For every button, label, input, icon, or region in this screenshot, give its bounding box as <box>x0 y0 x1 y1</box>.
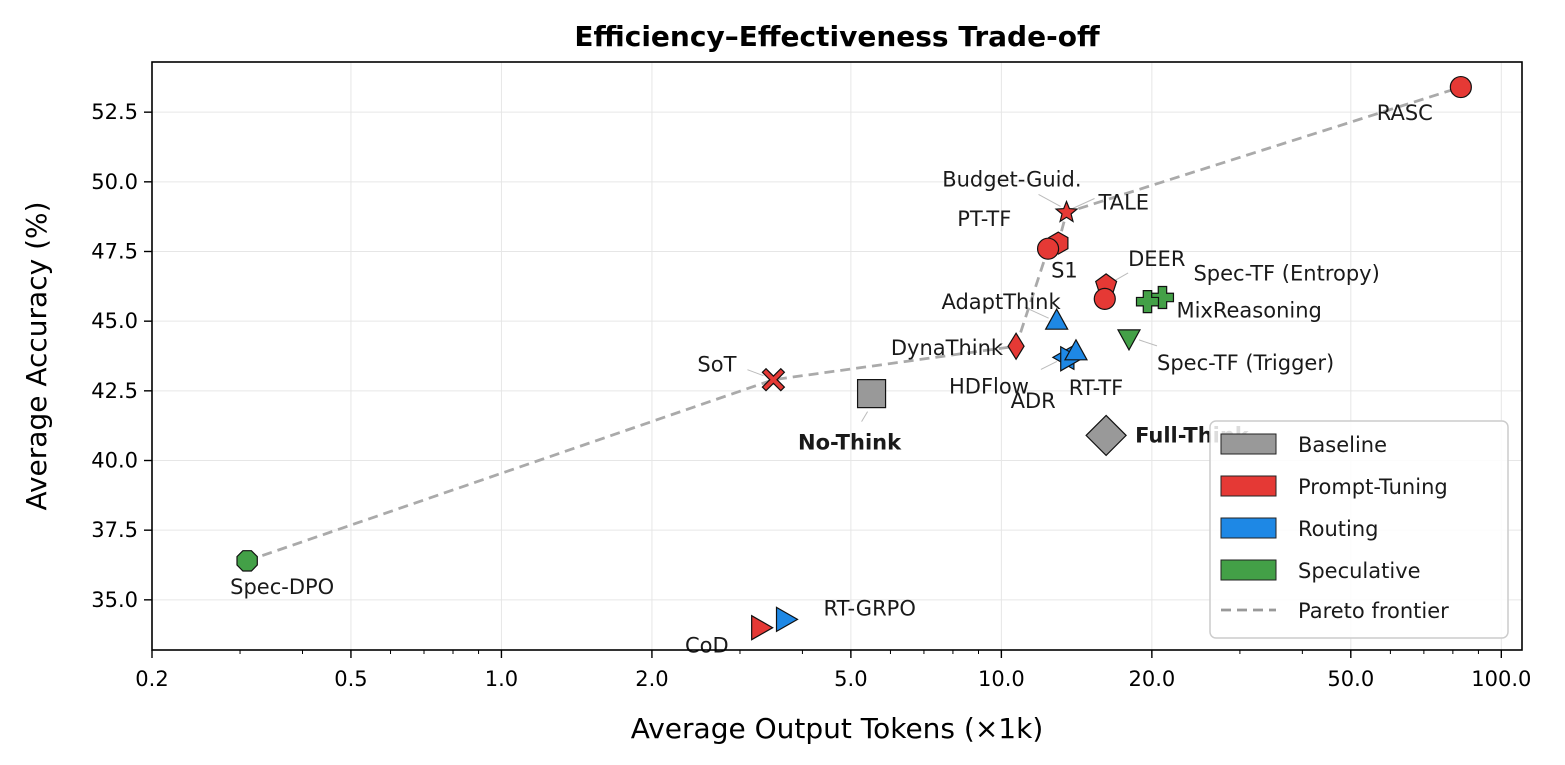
point-label-rasc: RASC <box>1377 101 1433 125</box>
legend-box <box>1209 420 1509 639</box>
point-budget-guid-marker <box>1054 199 1079 223</box>
legend-swatch-baseline <box>1220 433 1277 455</box>
x-tick-label: 0.5 <box>334 667 367 691</box>
point-cod-marker <box>751 614 774 641</box>
leader-line-hdflow <box>1040 360 1058 370</box>
legend-label-routing: Routing <box>1298 517 1379 541</box>
leader-line-adaptthink <box>1024 306 1049 319</box>
point-label-rt-grpo: RT-GRPO <box>824 596 916 620</box>
x-tick-label: 50.0 <box>1327 667 1374 691</box>
point-label-adaptthink: AdaptThink <box>941 290 1061 314</box>
point-label-cod: CoD <box>685 634 729 658</box>
leader-line-no-think <box>861 411 868 422</box>
point-label-pt-tf: PT-TF <box>957 207 1011 231</box>
point-labels: RASC Budget-Guid. TALE PT-TF S1 DEER Spec-TF (… <box>230 101 1433 658</box>
point-label-sot: SoT <box>697 353 736 377</box>
leader-line-deer <box>1113 272 1129 282</box>
leader-line-sot <box>747 369 764 377</box>
legend-swatch-prompt-tuning <box>1220 475 1277 497</box>
legend-label-baseline: Baseline <box>1298 433 1387 457</box>
point-label-spec-dpo: Spec-DPO <box>230 575 334 599</box>
x-axis-title: Average Output Tokens (×1k) <box>631 712 1044 745</box>
legend-label-prompt-tuning: Prompt-Tuning <box>1298 475 1448 499</box>
point-label-dynathink: DynaThink <box>891 336 1004 360</box>
point-spec-dpo-marker <box>236 550 258 572</box>
y-tick-label: 42.5 <box>91 379 138 403</box>
legend-label-speculative: Speculative <box>1298 559 1421 583</box>
chart-title: Efficiency–Effectiveness Trade-off <box>574 20 1100 53</box>
point-label-adr: ADR <box>1011 389 1056 413</box>
legend-swatch-speculative <box>1220 559 1277 581</box>
point-label-no-think: No-Think <box>798 431 902 455</box>
plot-frame <box>151 61 1523 651</box>
point-unlabeled-marker <box>1093 287 1116 310</box>
y-tick-label: 47.5 <box>91 239 138 263</box>
point-mixreasoning-marker <box>1135 290 1160 314</box>
x-tick-label: 100.0 <box>1471 667 1531 691</box>
y-axis-ticks: 35.0 37.5 40.0 42.5 45.0 47.5 50.0 52.5 <box>91 100 152 612</box>
x-tick-label: 1.0 <box>485 667 518 691</box>
y-tick-label: 35.0 <box>91 588 138 612</box>
y-tick-label: 50.0 <box>91 170 138 194</box>
point-label-rt-tf: RT-TF <box>1069 376 1124 400</box>
x-tick-label: 5.0 <box>834 667 867 691</box>
point-label-spec-tf-entropy: Spec-TF (Entropy) <box>1193 261 1379 285</box>
point-spec-tf-trigger-marker <box>1116 329 1142 352</box>
point-rt-grpo-marker <box>775 606 799 633</box>
leader-line-spec-tf-trigger <box>1138 339 1158 347</box>
point-sot-marker <box>761 367 786 392</box>
x-tick-label: 2.0 <box>635 667 668 691</box>
point-rasc-marker <box>1449 75 1472 99</box>
y-tick-label: 37.5 <box>91 518 138 542</box>
point-label-mixreasoning: MixReasoning <box>1176 299 1321 323</box>
point-label-tale: TALE <box>1098 190 1150 214</box>
point-label-budget-guid: Budget-Guid. <box>942 167 1081 191</box>
y-axis-title: Average Accuracy (%) <box>20 201 53 510</box>
point-label-deer: DEER <box>1128 247 1185 271</box>
x-tick-label: 0.2 <box>135 667 168 691</box>
point-adaptthink-marker <box>1044 307 1069 330</box>
legend: Baseline Prompt-Tuning Routing Speculative P… <box>1209 420 1509 639</box>
leader-line-tale <box>1072 198 1095 209</box>
point-s1-marker <box>1036 237 1060 260</box>
point-label-spec-tf-trigger: Spec-TF (Trigger) <box>1157 351 1334 375</box>
y-tick-label: 45.0 <box>91 309 138 333</box>
point-full-think-marker <box>1085 414 1127 457</box>
point-rt-tf-marker <box>1063 338 1088 361</box>
point-label-s1: S1 <box>1051 259 1078 283</box>
point-label-hdflow: HDFlow <box>949 374 1029 398</box>
leader-line-budget-guid <box>1038 194 1061 207</box>
data-points <box>236 75 1472 641</box>
x-tick-label: 20.0 <box>1128 667 1175 691</box>
y-tick-label: 52.5 <box>91 100 138 124</box>
label-leader-lines <box>747 194 1158 422</box>
point-no-think-marker <box>856 379 887 409</box>
x-axis-ticks: 0.2 0.5 1.0 2.0 5.0 10.0 20.0 50.0 100.0 <box>135 650 1531 691</box>
x-tick-label: 10.0 <box>978 667 1025 691</box>
legend-label-pareto-frontier: Pareto frontier <box>1298 599 1449 623</box>
legend-swatch-routing <box>1220 517 1277 539</box>
y-tick-label: 40.0 <box>91 449 138 473</box>
point-dynathink-marker <box>1007 332 1025 361</box>
